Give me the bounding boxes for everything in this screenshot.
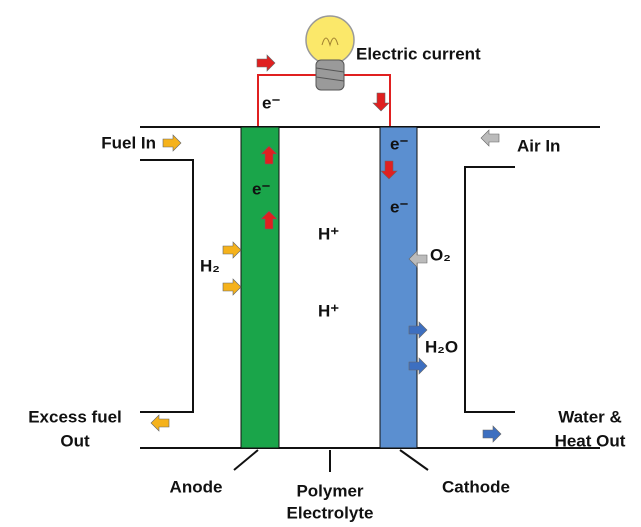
current-arrow <box>256 54 276 72</box>
electron-label: e⁻ <box>390 134 408 153</box>
electron-arrow <box>372 92 390 112</box>
pointer <box>399 449 429 471</box>
electron-label: e⁻ <box>390 197 408 216</box>
excess-fuel-label: Out <box>60 431 90 450</box>
proton-label: H⁺ <box>318 301 339 320</box>
fuel-arrow <box>162 134 182 152</box>
excess-fuel-label: Excess fuel <box>28 407 122 426</box>
cathode-channel <box>464 166 515 413</box>
light-bulb <box>305 15 355 91</box>
anode <box>240 126 280 449</box>
cathode-label: Cathode <box>442 477 510 496</box>
proton-label: H⁺ <box>318 224 339 243</box>
cathode <box>379 126 418 449</box>
anode-label: Anode <box>170 477 223 496</box>
electrolyte-label: Electrolyte <box>287 503 374 522</box>
water-label: H₂O <box>425 337 458 356</box>
water-out-label: Water & <box>558 407 622 426</box>
water-out-arrow <box>482 425 502 443</box>
electron-label: e⁻ <box>252 179 270 198</box>
air-arrow <box>480 129 500 147</box>
hydrogen-arrow <box>222 278 242 296</box>
electric-current-label: Electric current <box>356 44 481 63</box>
excess-fuel-arrow <box>150 414 170 432</box>
hydrogen-arrow <box>222 241 242 259</box>
water-out-label: Heat Out <box>555 431 626 450</box>
oxygen-label: O₂ <box>430 245 451 264</box>
fuel-in-label: Fuel In <box>101 133 156 152</box>
electron-label: e⁻ <box>262 93 280 112</box>
electrolyte-label: Polymer <box>296 481 363 500</box>
anode-channel <box>140 159 194 413</box>
hydrogen-label: H₂ <box>200 256 220 275</box>
air-in-label: Air In <box>517 136 560 155</box>
pointer <box>233 449 259 471</box>
